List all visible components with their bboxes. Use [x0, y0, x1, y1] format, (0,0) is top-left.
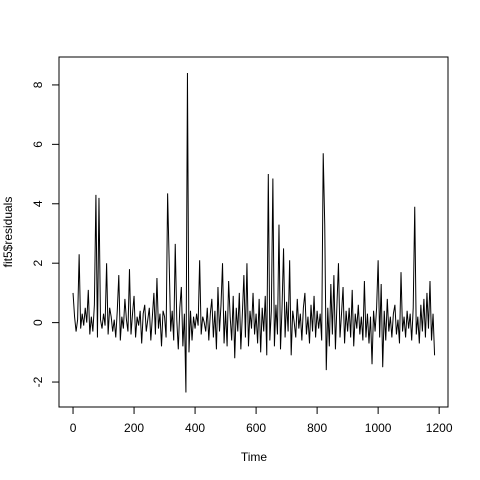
- x-tick-label: 1200: [426, 421, 453, 435]
- residual-line: [72, 73, 436, 393]
- x-tick-label: 400: [185, 421, 205, 435]
- y-axis-label: fit5$residuals: [1, 197, 15, 268]
- y-tick-label: -2: [31, 376, 45, 387]
- y-tick-label: 4: [31, 200, 45, 207]
- x-tick-label: 600: [246, 421, 266, 435]
- y-tick-label: 0: [31, 319, 45, 326]
- x-tick-label: 1000: [365, 421, 392, 435]
- x-tick-label: 200: [124, 421, 144, 435]
- y-tick-label: 8: [31, 81, 45, 88]
- y-tick-label: 2: [31, 260, 45, 267]
- x-axis-label: Time: [241, 450, 268, 464]
- x-tick-label: 800: [307, 421, 327, 435]
- y-tick-label: 6: [31, 141, 45, 148]
- x-tick-label: 0: [70, 421, 77, 435]
